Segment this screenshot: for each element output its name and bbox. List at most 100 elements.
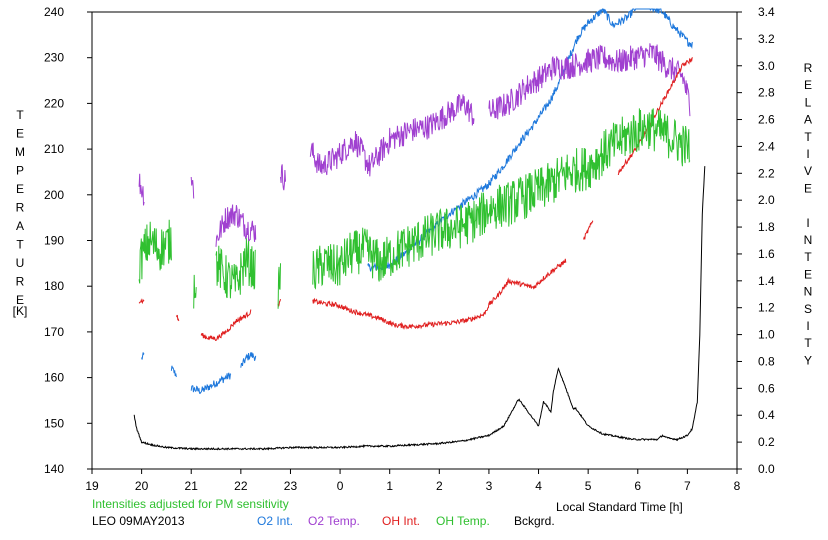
y-right-tick-label: 1.8 bbox=[758, 220, 775, 234]
adjustment-note: Intensities adjusted for PM sensitivity bbox=[92, 497, 289, 511]
y-right-tick-label: 0.6 bbox=[758, 381, 775, 395]
y-left-axis-title-letter: P bbox=[16, 164, 24, 178]
x-tick-label: 0 bbox=[337, 479, 344, 493]
y-left-tick-label: 150 bbox=[44, 416, 64, 430]
y-right-axis-title-letter: E bbox=[804, 181, 812, 195]
x-tick-label: 23 bbox=[284, 479, 298, 493]
series-line-segment bbox=[141, 352, 145, 360]
series-line-segment bbox=[175, 314, 180, 322]
x-axis-title: Local Standard Time [h] bbox=[556, 500, 683, 514]
series-line-segment bbox=[133, 166, 706, 451]
y-left-tick-label: 220 bbox=[44, 96, 64, 110]
y-right-axis-title-letter: V bbox=[804, 164, 812, 178]
series-oh-temp bbox=[138, 108, 691, 309]
y-left-tick-label: 200 bbox=[44, 188, 64, 202]
y-right-axis-title-letter: I bbox=[806, 216, 809, 230]
y-left-tick-label: 230 bbox=[44, 51, 64, 65]
y-right-tick-label: 1.4 bbox=[758, 274, 775, 288]
y-right-tick-label: 2.4 bbox=[758, 139, 775, 153]
x-tick-label: 7 bbox=[684, 479, 691, 493]
y-left-tick-label: 240 bbox=[44, 5, 64, 19]
y-left-axis-unit: [K] bbox=[13, 304, 28, 318]
y-right-axis-title-letter: R bbox=[804, 61, 813, 75]
series-line-segment bbox=[240, 352, 257, 368]
y-right-tick-label: 3.4 bbox=[758, 5, 775, 19]
x-tick-label: 1 bbox=[386, 479, 393, 493]
y-right-tick-label: 2.8 bbox=[758, 86, 775, 100]
y-left-axis-title-letter: E bbox=[16, 293, 24, 307]
y-right-tick-label: 0.2 bbox=[758, 435, 775, 449]
y-left-tick-label: 210 bbox=[44, 142, 64, 156]
y-right-tick-label: 2.6 bbox=[758, 113, 775, 127]
y-left-tick-label: 180 bbox=[44, 279, 64, 293]
series-bckgrd bbox=[133, 166, 706, 451]
station-label: LEO 09MAY2013 bbox=[92, 514, 185, 528]
x-tick-label: 5 bbox=[585, 479, 592, 493]
y-right-axis-title-letter: E bbox=[804, 78, 812, 92]
series-line-segment bbox=[277, 263, 281, 309]
x-tick-label: 8 bbox=[734, 479, 741, 493]
y-right-tick-label: 3.2 bbox=[758, 32, 775, 46]
y-left-axis-title-letter: U bbox=[16, 256, 25, 270]
series-line-segment bbox=[138, 173, 145, 206]
legend-bckgrd: Bckgrd. bbox=[514, 514, 555, 528]
y-right-axis-title-letter: Y bbox=[804, 353, 812, 367]
y-left-axis-title-letter: R bbox=[16, 201, 25, 215]
y-left-tick-label: 170 bbox=[44, 325, 64, 339]
series-o2-temp bbox=[138, 43, 691, 247]
y-right-axis-title-letter: A bbox=[804, 113, 812, 127]
series-line-segment bbox=[138, 219, 172, 284]
series-line-segment bbox=[367, 8, 693, 272]
y-left-axis-title-letter: E bbox=[16, 127, 24, 141]
series-line-segment bbox=[309, 94, 475, 177]
x-tick-label: 2 bbox=[436, 479, 443, 493]
y-right-axis-title-letter: N bbox=[804, 285, 813, 299]
series-line-segment bbox=[312, 258, 567, 330]
x-tick-label: 3 bbox=[486, 479, 493, 493]
y-left-axis-title-letter: T bbox=[16, 238, 24, 252]
y-right-axis-title-letter: N bbox=[804, 233, 813, 247]
y-left-axis-title-letter: E bbox=[16, 182, 24, 196]
series-line-segment bbox=[215, 238, 256, 299]
y-right-axis-title-letter: I bbox=[806, 319, 809, 333]
x-tick-label: 20 bbox=[135, 479, 149, 493]
y-left-tick-label: 140 bbox=[44, 462, 64, 476]
y-right-tick-label: 0.4 bbox=[758, 408, 775, 422]
y-right-tick-label: 0.0 bbox=[758, 462, 775, 476]
x-tick-label: 6 bbox=[634, 479, 641, 493]
y-left-tick-label: 190 bbox=[44, 234, 64, 248]
y-right-tick-label: 1.6 bbox=[758, 247, 775, 261]
series-line-segment bbox=[170, 365, 177, 378]
y-right-axis-title-letter: L bbox=[805, 95, 812, 109]
y-right-tick-label: 0.8 bbox=[758, 354, 775, 368]
y-left-axis-title-letter: A bbox=[16, 219, 24, 233]
y-right-tick-label: 1.2 bbox=[758, 301, 775, 315]
y-right-axis-title-letter: S bbox=[804, 302, 812, 316]
series-line-segment bbox=[312, 108, 691, 290]
legend-o2-int: O2 Int. bbox=[257, 514, 294, 528]
y-right-axis-title-letter: T bbox=[804, 250, 812, 264]
legend-o2-temp: O2 Temp. bbox=[308, 514, 360, 528]
y-right-axis-title-letter: I bbox=[806, 147, 809, 161]
x-tick-label: 4 bbox=[535, 479, 542, 493]
series-line-segment bbox=[190, 372, 232, 395]
series-line-segment bbox=[617, 57, 693, 175]
x-tick-label: 22 bbox=[234, 479, 248, 493]
series-line-segment bbox=[200, 309, 252, 341]
y-left-tick-label: 160 bbox=[44, 371, 64, 385]
y-right-tick-label: 2.0 bbox=[758, 193, 775, 207]
series-line-segment bbox=[190, 176, 195, 199]
x-tick-label: 19 bbox=[85, 479, 99, 493]
series-line-segment bbox=[280, 164, 286, 191]
legend-oh-temp: OH Temp. bbox=[436, 514, 490, 528]
series-line-segment bbox=[583, 220, 594, 240]
y-left-axis-title-letter: R bbox=[16, 275, 25, 289]
series-oh-int bbox=[138, 57, 693, 341]
y-right-axis-title-letter: T bbox=[804, 130, 812, 144]
x-tick-label: 21 bbox=[185, 479, 199, 493]
y-right-axis-title-letter: T bbox=[804, 336, 812, 350]
series-line-segment bbox=[138, 298, 145, 305]
series-line-segment bbox=[193, 274, 197, 309]
series-line-segment bbox=[215, 204, 257, 247]
